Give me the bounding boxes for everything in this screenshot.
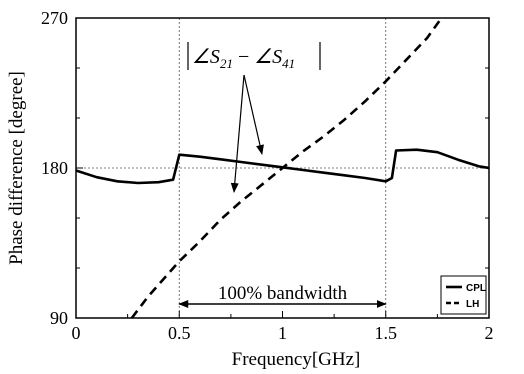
reference-lines — [76, 18, 489, 318]
x-tick-label: 1 — [278, 323, 287, 343]
legend-label-cpl: CPL — [466, 283, 486, 294]
y-axis-label: Phase difference [degree] — [6, 71, 27, 265]
x-tick-label: 2 — [485, 323, 494, 343]
y-tick-label: 270 — [41, 8, 68, 28]
y-tick-label: 180 — [41, 158, 68, 178]
arrow-to-lh — [230, 74, 245, 193]
formula-sub-1: 21 — [220, 56, 233, 71]
y-tick-labels: 90 180 270 — [41, 8, 68, 328]
series-layer — [76, 18, 489, 318]
bandwidth-label: 100% bandwidth — [218, 283, 348, 304]
series-line-cpl — [76, 148, 489, 185]
legend-label-lh: LH — [466, 299, 479, 310]
formula-sub-2: 41 — [282, 56, 295, 71]
x-tick-labels: 0 0.5 1 1.5 2 — [72, 323, 494, 343]
phase-formula-annotation: ∠S21 − ∠S41 — [187, 42, 321, 193]
x-tick-label: 1.5 — [375, 323, 398, 343]
formula-term-1: ∠S — [192, 46, 220, 68]
formula-minus: − — [233, 46, 254, 68]
x-tick-label: 0 — [72, 323, 81, 343]
tick-marks — [75, 17, 490, 319]
formula-term-2: ∠S — [254, 46, 282, 68]
y-tick-label: 90 — [50, 308, 68, 328]
legend: CPL LH — [440, 275, 487, 315]
bandwidth-annotation: 100% bandwidth — [178, 283, 387, 308]
x-axis-label: Frequency[GHz] — [232, 349, 361, 370]
series-line-lh — [130, 18, 443, 318]
x-tick-label: 0.5 — [168, 323, 191, 343]
legend-box — [440, 275, 487, 315]
arrow-to-cpl — [243, 74, 264, 155]
svg-text:∠S21 − ∠S41: ∠S21 − ∠S41 — [192, 46, 295, 71]
